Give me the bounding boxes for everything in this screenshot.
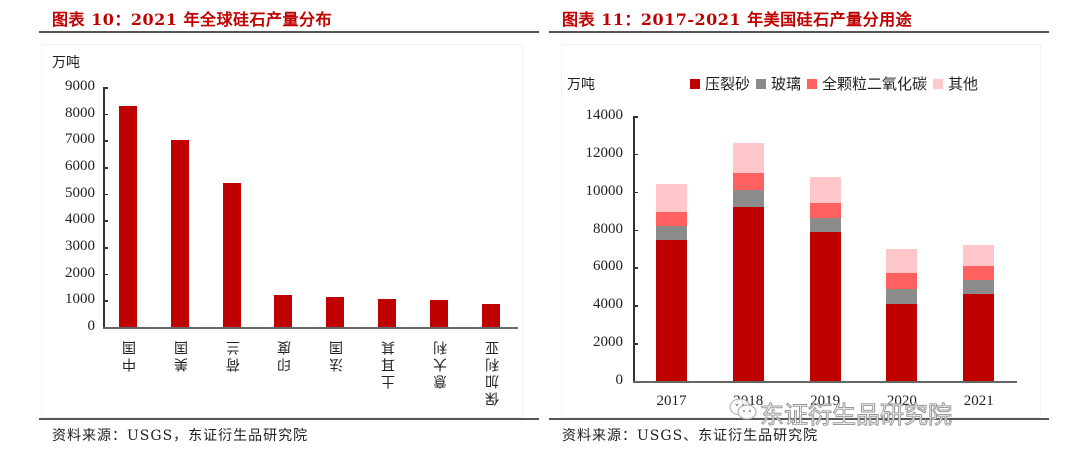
y-tick-mark <box>633 116 638 118</box>
left-bottom-rule <box>39 418 539 420</box>
y-tick-mark <box>103 220 108 222</box>
stack-segment-0 <box>656 239 687 381</box>
right-source-note: 资料来源：USGS、东证衍生品研究院 <box>562 428 819 444</box>
left-source-note: 资料来源：USGS，东证衍生品研究院 <box>52 428 309 444</box>
y-tick-mark <box>103 87 108 89</box>
y-tick-mark <box>633 153 638 156</box>
stack-segment-2 <box>656 211 687 226</box>
y-tick-label: 12000 <box>585 144 624 161</box>
watermark-text: 东证衍生品研究院 <box>760 401 953 430</box>
legend-label: 全颗粒二氧化碳 <box>822 75 928 93</box>
legend-item-frac-sand: 压裂砂 <box>690 73 750 94</box>
bar-2 <box>222 183 241 327</box>
bar-7 <box>481 304 500 327</box>
stack-segment-2 <box>809 203 841 218</box>
legend-label: 其他 <box>948 75 979 93</box>
right-bottom-rule <box>549 418 1049 420</box>
stack-segment-1 <box>886 288 918 305</box>
y-tick-label: 0 <box>87 318 96 334</box>
y-tick-label: 8000 <box>593 220 623 237</box>
legend-swatch-icon <box>807 78 818 89</box>
y-tick-label: 5000 <box>65 184 95 201</box>
stack-segment-1 <box>732 190 764 208</box>
stack-segment-3 <box>656 184 687 212</box>
y-tick-label: 3000 <box>65 238 95 254</box>
left-x-axis <box>103 327 518 329</box>
y-tick-mark <box>633 229 638 232</box>
legend-item-whole-grain: 全颗粒二氧化碳 <box>807 73 927 94</box>
left-chart-title: 图表 10：2021 年全球硅石产量分布 <box>52 10 332 29</box>
legend-item-other: 其他 <box>933 73 978 94</box>
y-tick-mark <box>103 247 108 249</box>
stack-segment-3 <box>886 248 918 273</box>
stack-segment-2 <box>732 173 764 191</box>
y-tick-label: 8000 <box>65 104 95 121</box>
x-category-label: 2019 <box>810 393 841 409</box>
stack-segment-1 <box>809 217 841 232</box>
legend-swatch-icon <box>933 78 944 89</box>
bar-5 <box>378 299 396 327</box>
right-x-axis <box>633 381 1017 383</box>
stack-segment-1 <box>963 280 995 294</box>
legend-swatch-icon <box>690 78 700 89</box>
y-tick-mark <box>103 193 108 196</box>
y-tick-label: 6000 <box>65 158 95 174</box>
x-category-label: 2017 <box>656 393 687 409</box>
right-chart-title: 图表 11：2017-2021 年美国硅石产量分用途 <box>562 10 913 29</box>
y-tick-mark <box>633 191 638 194</box>
x-category-label: 2021 <box>963 393 994 409</box>
bar-0 <box>119 105 137 327</box>
right-chart-area <box>561 44 1041 418</box>
stack-segment-2 <box>886 272 918 289</box>
y-tick-label: 9000 <box>65 78 95 94</box>
left-chart-panel: 图表 10：2021 年全球硅石产量分布 万吨 9000 8000 7000 6000… <box>39 10 539 444</box>
legend-label: 玻璃 <box>771 75 802 93</box>
y-tick-label: 1000 <box>65 291 95 308</box>
y-tick-label: 14000 <box>585 107 624 123</box>
y-tick-mark <box>633 267 638 269</box>
y-tick-label: 6000 <box>593 258 623 275</box>
left-y-axis <box>103 87 105 328</box>
stack-segment-2 <box>963 265 995 281</box>
y-tick-mark <box>103 113 108 116</box>
wechat-icon <box>729 398 757 420</box>
bar-3 <box>274 295 293 327</box>
left-title-rule <box>39 31 539 33</box>
y-tick-label: 4000 <box>593 296 623 313</box>
x-category-label: 2020 <box>886 393 917 409</box>
stack-segment-0 <box>732 207 764 381</box>
y-tick-mark <box>103 140 108 142</box>
y-tick-label: 7000 <box>65 131 95 148</box>
bar-1 <box>170 140 189 327</box>
stack-segment-3 <box>809 177 841 204</box>
y-tick-label: 10000 <box>585 182 624 199</box>
stack-segment-0 <box>963 293 995 381</box>
bar-6 <box>429 300 448 327</box>
legend-swatch-icon <box>756 78 767 89</box>
y-tick-mark <box>633 343 638 345</box>
right-unit-label: 万吨 <box>567 77 595 93</box>
y-tick-label: 4000 <box>65 211 95 228</box>
legend-label: 压裂砂 <box>705 75 751 93</box>
y-tick-mark <box>103 273 108 276</box>
stack-segment-3 <box>732 142 764 174</box>
bar-4 <box>326 297 345 327</box>
y-tick-mark <box>103 300 108 302</box>
y-tick-label: 2000 <box>593 334 623 351</box>
y-tick-mark <box>103 167 108 169</box>
y-tick-mark <box>633 305 638 307</box>
y-tick-label: 0 <box>615 372 624 388</box>
stack-segment-0 <box>886 304 918 381</box>
y-tick-label: 2000 <box>65 264 95 281</box>
right-legend: 压裂砂 玻璃 全颗粒二氧化碳 其他 <box>690 73 984 94</box>
legend-item-glass: 玻璃 <box>756 73 801 94</box>
right-y-axis <box>633 116 635 382</box>
left-unit-label: 万吨 <box>52 55 80 71</box>
right-title-rule <box>549 31 1049 33</box>
stack-segment-3 <box>963 244 995 266</box>
stack-segment-1 <box>656 225 687 240</box>
stack-segment-0 <box>809 231 841 381</box>
